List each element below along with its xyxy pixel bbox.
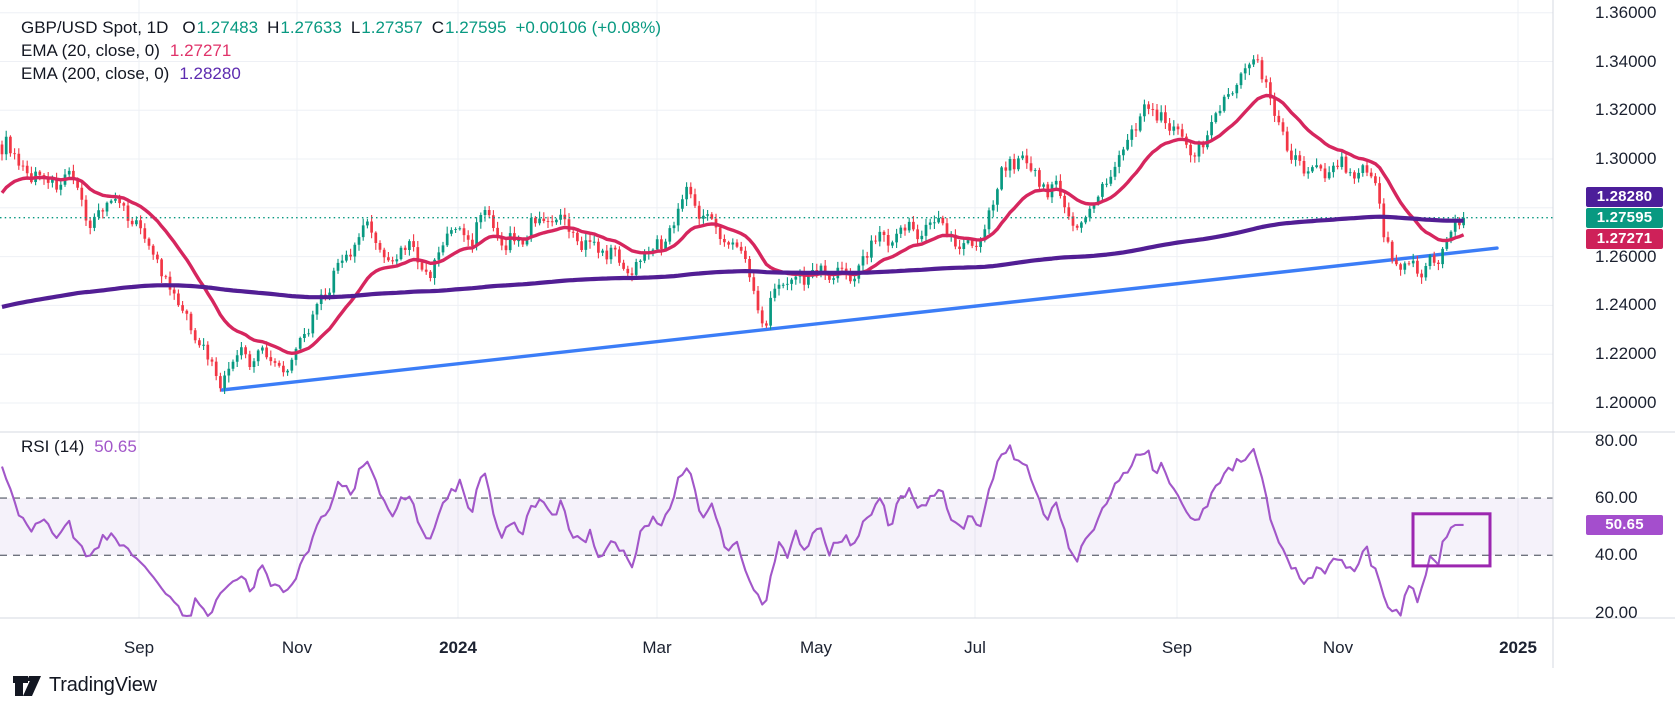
time-axis-label: Nov	[1322, 638, 1354, 657]
chart-canvas[interactable]	[0, 0, 1675, 668]
symbol-title[interactable]: GBP/USD Spot, 1D	[21, 18, 169, 37]
ema20-row: EMA (20, close, 0) 1.27271	[21, 40, 661, 61]
price-axis-label: 1.24000	[1595, 295, 1657, 315]
grid-lines	[0, 0, 1553, 618]
price-axis-label: 1.20000	[1595, 393, 1657, 412]
rsi-value-tag: 50.65	[1586, 514, 1663, 535]
ema200-line	[1, 214, 1464, 309]
ohlc-close: C1.27595	[431, 18, 507, 37]
price-axis-label: 1.32000	[1595, 100, 1657, 120]
time-axis-label: May	[799, 638, 833, 657]
rsi-label[interactable]: RSI (14)	[21, 437, 85, 456]
rsi-axis-label: 60.00	[1595, 488, 1638, 508]
ema20-line	[0, 93, 1465, 355]
time-axis-label: Jul	[964, 638, 986, 657]
footer: TradingView	[0, 668, 1675, 718]
ema20-label[interactable]: EMA (20, close, 0)	[21, 41, 160, 60]
time-axis-label: Sep	[1161, 638, 1193, 657]
rsi-axis-label: 40.00	[1595, 545, 1638, 565]
tradingview-logo-icon	[13, 675, 41, 696]
time-axis[interactable]: Sep Nov 2024 Mar May Jul Sep Nov 2025	[0, 618, 1675, 668]
ohlc-open: O1.27483	[182, 18, 259, 37]
price-axis-label: 1.22000	[1595, 344, 1657, 364]
rsi-legend: RSI (14) 50.65	[21, 437, 137, 457]
tradingview-logo[interactable]: TradingView	[13, 674, 157, 697]
ohlc-low: L1.27357	[350, 18, 423, 37]
time-axis-label: Mar	[642, 638, 672, 657]
price-axis[interactable]: 1.28280 1.27595 1.27271 50.65 1.36000 1.3…	[1553, 0, 1675, 668]
change-value: +0.00106 (+0.08%)	[515, 18, 662, 37]
rsi-band	[0, 497, 1553, 556]
symbol-row[interactable]: GBP/USD Spot, 1D O1.27483 H1.27633 L1.27…	[21, 17, 661, 38]
candles-up	[4, 55, 1465, 394]
rsi-line	[1, 444, 1464, 618]
candles-down	[0, 54, 1461, 392]
time-axis-label: Sep	[123, 638, 155, 657]
rsi-highlight-box[interactable]	[1411, 512, 1492, 568]
legend: GBP/USD Spot, 1D O1.27483 H1.27633 L1.27…	[21, 17, 661, 84]
rsi-axis-label: 80.00	[1595, 430, 1638, 450]
last-price-tag: 1.27595	[1586, 207, 1663, 228]
ema200-label[interactable]: EMA (200, close, 0)	[21, 64, 170, 83]
time-axis-label: 2025	[1499, 638, 1537, 657]
trendline[interactable]	[220, 246, 1499, 392]
time-axis-label: Nov	[281, 638, 313, 657]
price-axis-label: 1.30000	[1595, 149, 1657, 168]
ema20-value: 1.27271	[169, 41, 232, 60]
tradingview-wordmark: TradingView	[49, 674, 157, 696]
ema20-price-tag: 1.27271	[1586, 228, 1663, 249]
price-axis-label: 1.26000	[1595, 246, 1657, 266]
rsi-axis-label: 20.00	[1595, 602, 1638, 622]
ema200-value: 1.28280	[179, 64, 241, 83]
ohlc-high: H1.27633	[267, 18, 342, 37]
ema200-price-tag: 1.28280	[1586, 186, 1663, 207]
time-axis-label: 2024	[439, 638, 477, 657]
price-axis-label: 1.34000	[1595, 51, 1657, 71]
price-axis-label: 1.36000	[1595, 2, 1657, 22]
ema200-row: EMA (200, close, 0) 1.28280	[21, 63, 661, 84]
pane-borders	[0, 0, 1675, 668]
rsi-value: 50.65	[94, 437, 137, 456]
